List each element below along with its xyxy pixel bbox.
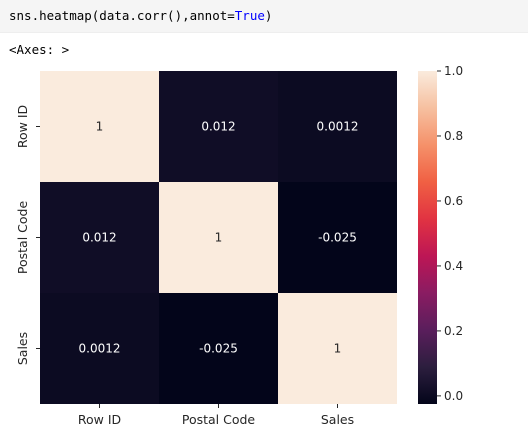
- heatmap-cells: [40, 71, 397, 404]
- colorbar-tick-label: 0.6: [444, 194, 463, 208]
- colorbar-tick-label: 0.8: [444, 129, 463, 143]
- heatmap-cell: [40, 293, 159, 404]
- y-tick-label: Postal Code: [15, 201, 30, 275]
- colorbar-tick-label: 0.2: [444, 324, 463, 338]
- heatmap-annotation: 1: [215, 231, 223, 245]
- heatmap-cell: [40, 182, 159, 293]
- colorbar-tick-label: 0.4: [444, 259, 463, 273]
- x-axis: Row ID Postal Code Sales: [78, 404, 354, 427]
- code-keyword-true: True: [234, 8, 265, 23]
- heatmap-annotation: 0.0012: [79, 342, 121, 356]
- y-tick-label: Row ID: [15, 105, 30, 148]
- heatmap-annotations: 1 0.012 0.0012 0.012 1 -0.025 0.0012 -0.025 1: [79, 120, 359, 356]
- heatmap-annotation: 0.012: [201, 120, 235, 134]
- heatmap-figure: 1 0.012 0.0012 0.012 1 -0.025 0.0012 -0.025 1 Ro…: [15, 64, 463, 427]
- heatmap-cell: [278, 182, 397, 293]
- heatmap-cell: [40, 71, 159, 182]
- heatmap-annotation: 1: [334, 342, 342, 356]
- x-tick-label: Row ID: [78, 412, 121, 427]
- heatmap-cell: [278, 293, 397, 404]
- heatmap-annotation: 0.0012: [317, 120, 359, 134]
- heatmap-cell: [159, 71, 278, 182]
- colorbar-tick-label: 0.0: [444, 389, 463, 403]
- y-tick-label: Sales: [15, 332, 30, 365]
- heatmap-annotation: 1: [96, 120, 104, 134]
- colorbar-ticks: 0.0 0.2 0.4 0.6 0.8 1.0: [437, 64, 463, 403]
- heatmap-cell: [278, 71, 397, 182]
- x-tick-label: Postal Code: [182, 412, 256, 427]
- code-function-call: sns.heatmap(data.corr(),annot=: [9, 8, 235, 23]
- y-axis: Row ID Postal Code Sales: [15, 105, 40, 365]
- heatmap-annotation: -0.025: [318, 231, 357, 245]
- heatmap-cell: [159, 182, 278, 293]
- heatmap-cell: [159, 293, 278, 404]
- x-tick-label: Sales: [321, 412, 354, 427]
- heatmap-annotation: -0.025: [199, 342, 238, 356]
- heatmap-annotation: 0.012: [82, 231, 116, 245]
- colorbar-tick-label: 1.0: [444, 64, 463, 78]
- output-repr: <Axes: >: [9, 42, 70, 57]
- code-cell[interactable]: sns.heatmap(data.corr(),annot=True): [0, 0, 528, 33]
- colorbar: [418, 71, 437, 404]
- code-input[interactable]: sns.heatmap(data.corr(),annot=True): [9, 8, 272, 23]
- code-close-paren: ): [264, 8, 273, 23]
